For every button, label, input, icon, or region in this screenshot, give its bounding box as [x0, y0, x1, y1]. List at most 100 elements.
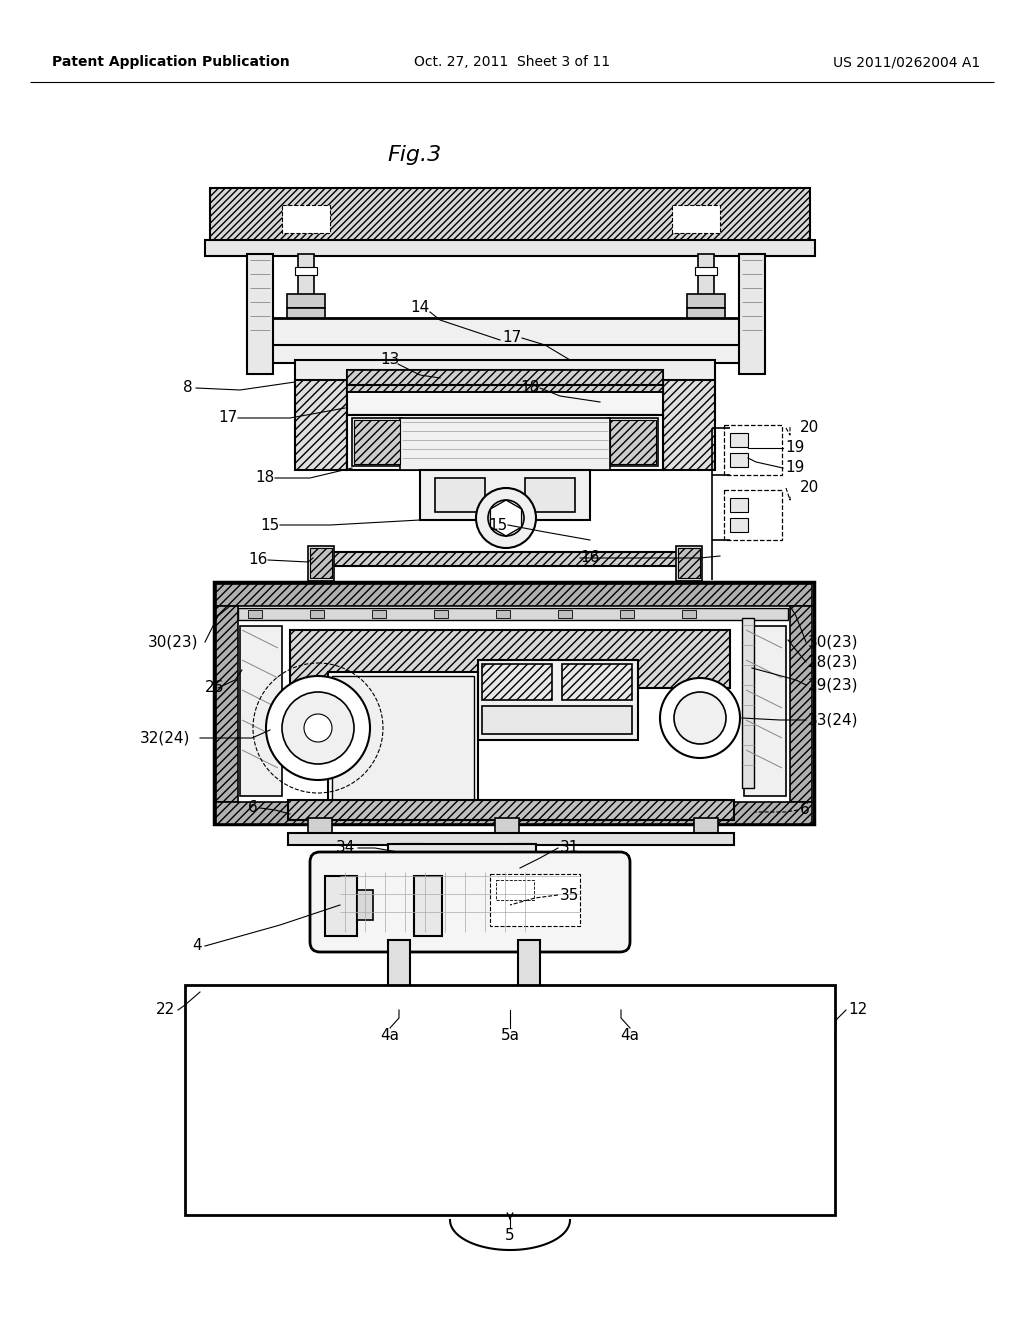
Bar: [434, 610, 449, 618]
Bar: [282, 205, 330, 234]
Bar: [290, 630, 730, 688]
Bar: [216, 583, 812, 606]
Bar: [495, 818, 519, 834]
Bar: [730, 517, 748, 532]
Bar: [742, 618, 754, 788]
Text: 30(23): 30(23): [148, 635, 199, 649]
Text: 6: 6: [248, 800, 258, 816]
Text: 4a: 4a: [621, 1027, 640, 1043]
Circle shape: [660, 678, 740, 758]
Bar: [744, 626, 786, 796]
Text: 16: 16: [580, 550, 599, 565]
Bar: [310, 610, 324, 618]
Text: 20: 20: [800, 480, 819, 495]
Bar: [610, 420, 656, 465]
Bar: [295, 267, 317, 275]
Bar: [730, 433, 748, 447]
Bar: [558, 610, 572, 618]
Bar: [328, 672, 478, 812]
Circle shape: [282, 692, 354, 764]
Text: 26: 26: [205, 681, 224, 696]
Bar: [288, 800, 734, 820]
Bar: [332, 676, 474, 807]
Bar: [295, 380, 347, 470]
Bar: [354, 420, 400, 465]
Text: 18: 18: [255, 470, 274, 486]
Text: 29(23): 29(23): [808, 677, 858, 693]
Bar: [682, 610, 696, 618]
Text: 22: 22: [156, 1002, 175, 1018]
Text: 31: 31: [560, 841, 580, 855]
Bar: [663, 380, 715, 470]
Bar: [400, 418, 610, 470]
Bar: [695, 267, 717, 275]
Text: 30(23): 30(23): [808, 635, 858, 649]
Bar: [247, 253, 273, 374]
Bar: [724, 425, 782, 475]
Text: US 2011/0262004 A1: US 2011/0262004 A1: [833, 55, 980, 69]
Bar: [506, 1005, 552, 1016]
Bar: [287, 294, 325, 308]
Text: 4: 4: [193, 939, 202, 953]
Text: 18: 18: [520, 380, 540, 396]
Bar: [357, 890, 373, 920]
Circle shape: [476, 488, 536, 548]
Bar: [730, 498, 748, 512]
Bar: [388, 940, 410, 1012]
Bar: [310, 552, 700, 566]
Text: 15: 15: [260, 517, 280, 532]
Circle shape: [488, 500, 524, 536]
Text: 15: 15: [488, 517, 508, 532]
Bar: [325, 876, 357, 936]
Bar: [496, 880, 534, 900]
Bar: [238, 609, 788, 620]
Text: 17: 17: [218, 411, 238, 425]
FancyBboxPatch shape: [310, 851, 630, 952]
Circle shape: [304, 714, 332, 742]
Text: 12: 12: [848, 1002, 867, 1018]
Bar: [376, 1005, 422, 1016]
Bar: [730, 453, 748, 467]
Bar: [185, 985, 835, 1214]
Text: 16: 16: [248, 553, 267, 568]
Bar: [478, 660, 638, 741]
Bar: [352, 418, 402, 466]
Text: 17: 17: [503, 330, 521, 346]
Bar: [678, 548, 700, 578]
Text: Patent Application Publication: Patent Application Publication: [52, 55, 290, 69]
Bar: [240, 626, 282, 796]
Text: 14: 14: [411, 301, 430, 315]
Text: 33(24): 33(24): [808, 713, 858, 727]
Bar: [739, 253, 765, 374]
Bar: [482, 664, 552, 700]
Text: 5: 5: [505, 1228, 515, 1242]
Bar: [308, 546, 334, 581]
Bar: [347, 414, 663, 470]
Bar: [210, 187, 810, 243]
Bar: [482, 706, 632, 734]
Circle shape: [266, 676, 370, 780]
Bar: [400, 843, 422, 873]
Bar: [216, 803, 812, 824]
Bar: [620, 610, 634, 618]
Bar: [687, 294, 725, 308]
Bar: [372, 610, 386, 618]
Text: 35: 35: [560, 887, 580, 903]
Bar: [347, 370, 663, 414]
Bar: [608, 418, 658, 466]
Bar: [250, 318, 762, 346]
Bar: [435, 478, 485, 512]
Text: 19: 19: [785, 441, 805, 455]
Bar: [562, 664, 632, 700]
Bar: [205, 240, 815, 256]
Bar: [672, 205, 720, 234]
Bar: [287, 308, 325, 322]
Bar: [288, 833, 734, 845]
Bar: [676, 546, 702, 581]
Bar: [268, 345, 748, 363]
Bar: [518, 940, 540, 1012]
Text: 19: 19: [785, 461, 805, 475]
Text: 4a: 4a: [381, 1027, 399, 1043]
Text: 13: 13: [380, 352, 399, 367]
Text: 6: 6: [800, 803, 810, 817]
